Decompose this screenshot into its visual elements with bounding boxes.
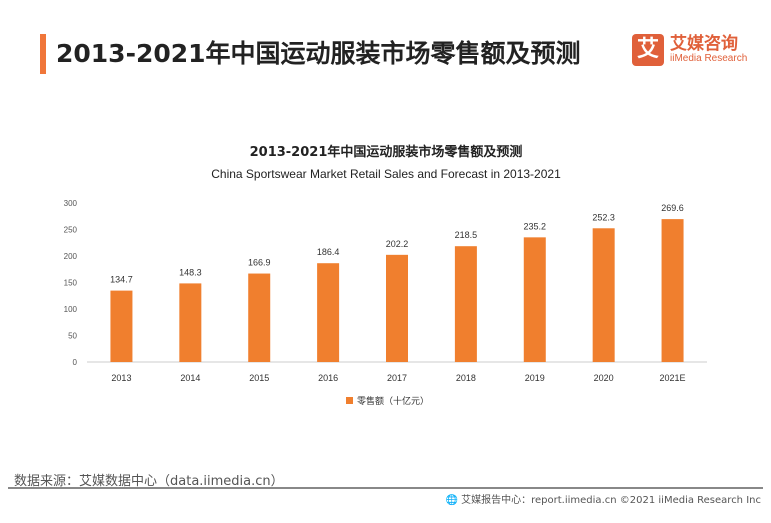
bar-2016 xyxy=(317,263,340,362)
x-tick-label: 2020 xyxy=(594,373,614,383)
y-tick-label: 250 xyxy=(64,226,78,235)
legend-label: 零售额（十亿元） xyxy=(357,395,429,407)
iimedia-logo: 艾 艾媒咨询 iiMedia Research xyxy=(632,34,747,66)
data-label: 166.9 xyxy=(248,258,271,268)
x-tick-label: 2019 xyxy=(525,373,545,383)
y-tick-label: 100 xyxy=(64,305,78,314)
bar-2021E xyxy=(661,219,684,362)
y-tick-label: 200 xyxy=(64,252,78,261)
data-label: 252.3 xyxy=(592,212,615,222)
x-tick-label: 2021E xyxy=(660,373,686,383)
legend-swatch xyxy=(346,397,353,404)
x-tick-label: 2018 xyxy=(456,373,476,383)
chart-subtitle: China Sportswear Market Retail Sales and… xyxy=(211,167,561,181)
footer-divider xyxy=(8,487,763,489)
data-label: 235.2 xyxy=(524,221,547,231)
page-title: 2013-2021年中国运动服装市场零售额及预测 xyxy=(56,39,581,68)
bar-2014 xyxy=(179,283,202,362)
bar-2017 xyxy=(386,254,408,362)
bar-2018 xyxy=(454,246,477,362)
data-label: 218.5 xyxy=(455,230,478,240)
bar-2019 xyxy=(523,237,546,362)
data-label: 134.7 xyxy=(110,275,133,285)
chart-title: 2013-2021年中国运动服装市场零售额及预测 xyxy=(250,144,523,160)
footer-credit: 🌐 艾媒报告中心：report.iimedia.cn ©2021 iiMedia… xyxy=(445,495,762,506)
y-tick-label: 300 xyxy=(64,199,78,208)
data-label: 186.4 xyxy=(317,247,340,257)
data-label: 269.6 xyxy=(661,203,684,213)
y-tick-label: 150 xyxy=(64,279,78,288)
x-tick-label: 2014 xyxy=(180,373,200,383)
bar-2015 xyxy=(248,273,271,362)
x-tick-label: 2017 xyxy=(387,373,407,383)
x-tick-label: 2015 xyxy=(249,373,269,383)
bar-2013 xyxy=(110,290,133,362)
bar-2020 xyxy=(592,228,615,362)
logo-name-en: iiMedia Research xyxy=(670,53,748,64)
footer-credit-text: 艾媒报告中心：report.iimedia.cn ©2021 iiMedia R… xyxy=(461,495,761,506)
data-label: 148.3 xyxy=(179,267,202,277)
y-tick-label: 0 xyxy=(73,358,78,367)
y-tick-label: 50 xyxy=(68,332,77,341)
title-accent-bar xyxy=(40,34,46,74)
x-tick-label: 2016 xyxy=(318,373,338,383)
logo-mark: 艾 xyxy=(632,34,664,66)
logo-name-cn: 艾媒咨询 xyxy=(670,34,738,54)
data-source: 数据来源：艾媒数据中心（data.iimedia.cn） xyxy=(14,474,284,489)
x-tick-label: 2013 xyxy=(111,373,131,383)
data-label: 202.2 xyxy=(386,239,409,249)
